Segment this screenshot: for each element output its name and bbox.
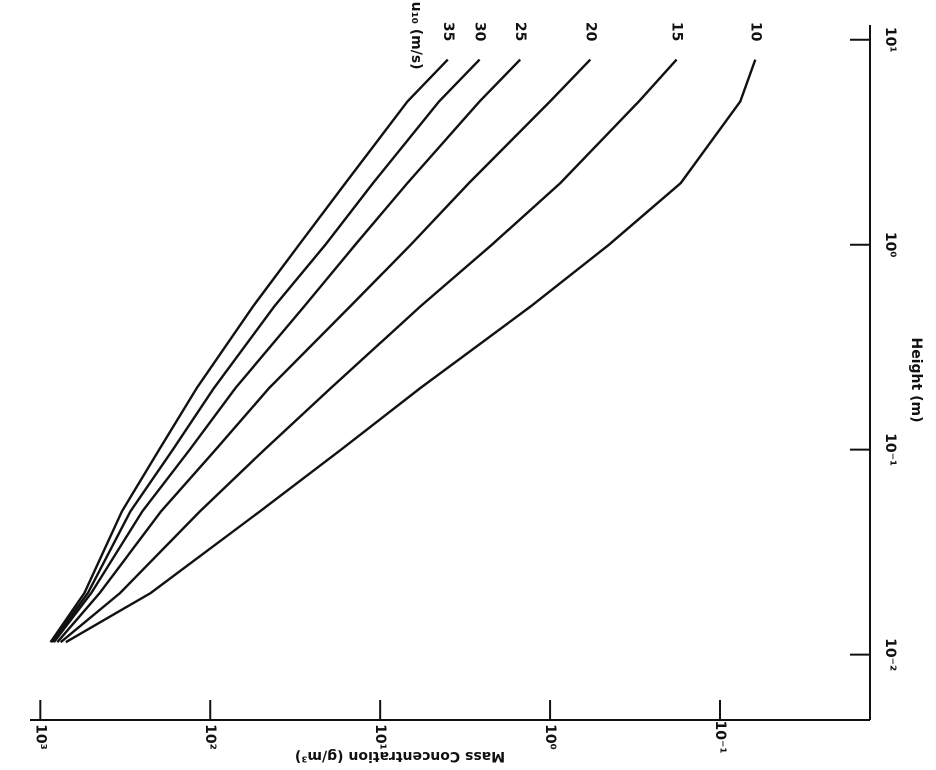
x-tick-label: 10⁻²: [882, 638, 898, 671]
curve: [49, 58, 449, 643]
y-tick-label: 10⁻¹: [712, 720, 728, 753]
curve: [65, 59, 757, 644]
series-label: 15: [669, 22, 685, 41]
y-tick-label: 10²: [202, 724, 218, 750]
x-tick-label: 10⁻¹: [882, 433, 898, 466]
x-tick-label: 10¹: [882, 27, 898, 53]
legend-title: u₁₀ (m/s): [408, 2, 424, 70]
curve: [59, 58, 678, 644]
x-tick-label: 10⁰: [882, 232, 898, 258]
x-axis-title: Height (m): [908, 338, 924, 423]
series-label: 25: [512, 22, 528, 41]
curve: [52, 58, 522, 643]
series-label: 35: [440, 22, 456, 41]
y-tick-label: 10³: [32, 724, 48, 750]
curve: [56, 58, 592, 643]
curve: [51, 58, 481, 643]
y-axis-title: Mass Concentration (g/m³): [295, 748, 505, 764]
series-label: 10: [747, 22, 763, 42]
y-tick-label: 10⁰: [542, 724, 558, 750]
series-label: 20: [582, 22, 598, 42]
y-tick-label: 10¹: [372, 724, 388, 750]
series-label: 30: [472, 22, 488, 42]
